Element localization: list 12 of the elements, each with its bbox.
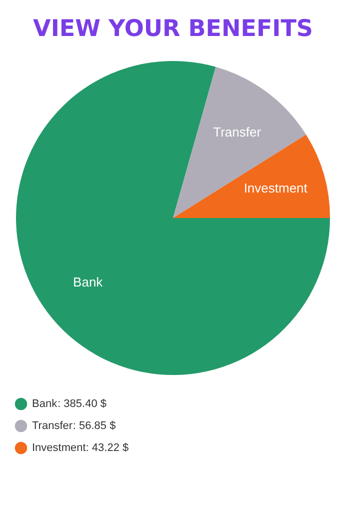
data-label: : 56.85 $ xyxy=(72,420,116,432)
slice-label: Transfer xyxy=(213,124,262,140)
pie-slice xyxy=(173,66,306,218)
legend-label: Transfer xyxy=(32,420,73,432)
data-label: : 43.22 $ xyxy=(86,442,129,454)
legend-label: Investment xyxy=(32,442,86,454)
chart-title: VIEW YOUR BENEFITS xyxy=(33,16,313,42)
pie-slice xyxy=(16,61,330,375)
slice-label: Investment xyxy=(244,180,308,196)
slice-label: Bank xyxy=(73,274,104,290)
data-label: : 385.40 $ xyxy=(58,398,107,410)
legend-label: Bank xyxy=(32,398,58,410)
